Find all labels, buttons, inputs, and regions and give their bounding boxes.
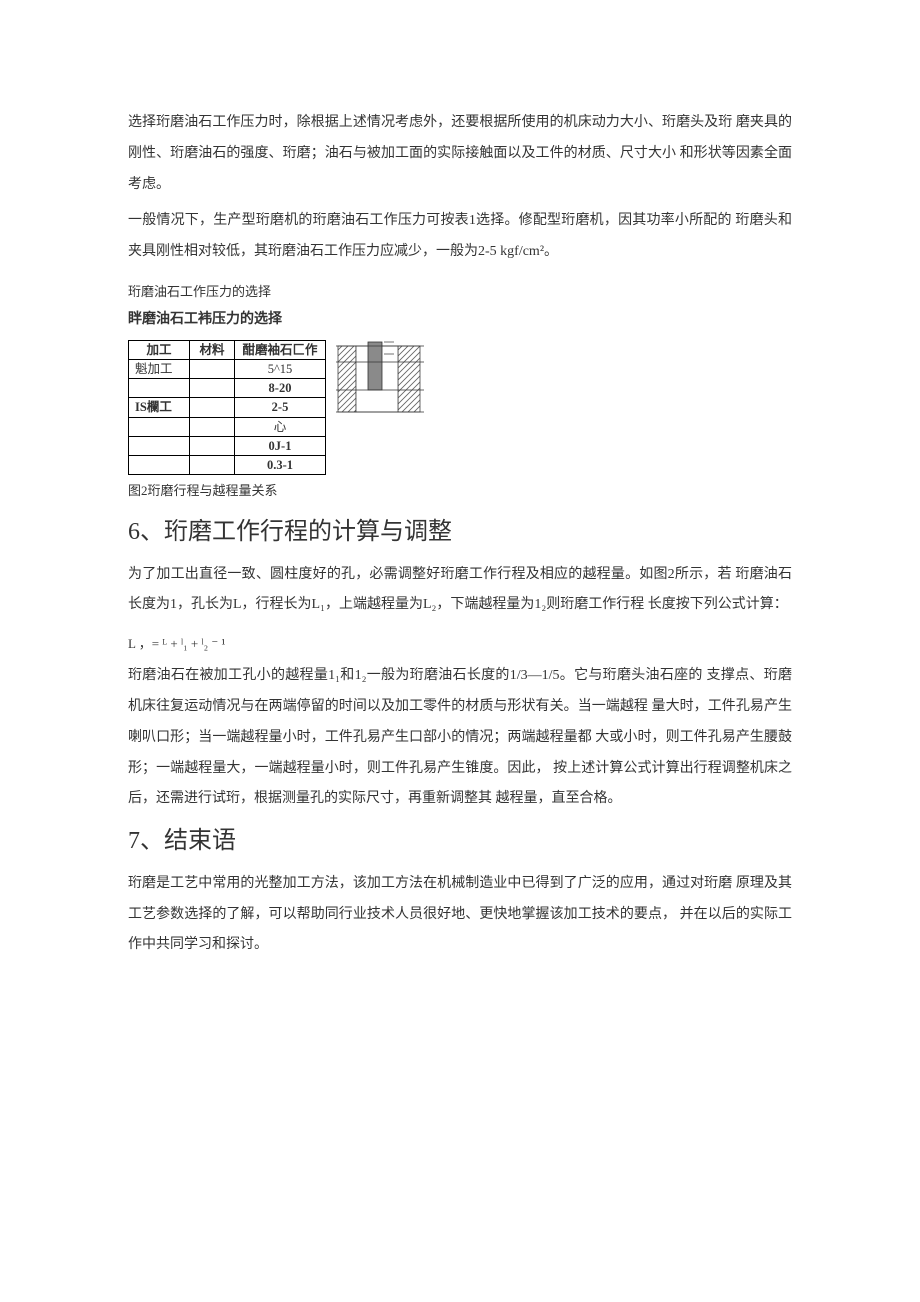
table-row: 0J-1 — [129, 436, 326, 455]
table-cell: 心 — [235, 417, 326, 436]
table-cell: IS欄工 — [129, 398, 190, 417]
section-7-paragraph-1: 珩磨是工艺中常用的光整加工方法，该加工方法在机械制造业中已得到了广泛的应用，通过… — [128, 869, 792, 961]
table-row: 0.3-1 — [129, 456, 326, 475]
table-cell: 2-5 — [235, 398, 326, 417]
table-cell — [129, 456, 190, 475]
table-cell: 0J-1 — [235, 436, 326, 455]
table-cell: 5^15 — [235, 359, 326, 378]
section-6-paragraph-1: 为了加工出直径一致、圆柱度好的孔，必需调整好珩磨工作行程及相应的越程量。如图2所… — [128, 560, 792, 622]
honing-diagram — [336, 340, 424, 418]
section-6-title: 6、珩磨工作行程的计算与调整 — [128, 516, 792, 550]
document-page: 选择珩磨油石工作压力时，除根据上述情况考虑外，还要根据所使用的机床动力大小、珩磨… — [0, 0, 920, 1047]
table-row: IS欄工 2-5 — [129, 398, 326, 417]
paragraph-2: 一般情况下，生产型珩磨机的珩磨油石工作压力可按表1选择。修配型珩磨机，因其功率小… — [128, 206, 792, 268]
table-cell: 魁加工 — [129, 359, 190, 378]
table-cell — [190, 398, 235, 417]
section-7-title: 7、结束语 — [128, 825, 792, 859]
pressure-table: 加工 材料 酣磨袖石匚作 魁加工 5^15 8-20 IS欄工 2-5 — [128, 340, 326, 476]
table-header-cell: 加工 — [129, 340, 190, 359]
formula: L ，= ᴸ + ˡ₁ + ˡ₂ ⁻ ¹ — [128, 635, 792, 653]
table-cell: 0.3-1 — [235, 456, 326, 475]
table-cell — [129, 417, 190, 436]
table-cell — [129, 379, 190, 398]
table-cell — [190, 379, 235, 398]
figure-row: 加工 材料 酣磨袖石匚作 魁加工 5^15 8-20 IS欄工 2-5 — [128, 340, 792, 476]
section-6-paragraph-2: 珩磨油石在被加工孔小的越程量1₁和1₂一般为珩磨油石长度的1/3—1/5。它与珩… — [128, 661, 792, 815]
paragraph-1: 选择珩磨油石工作压力时，除根据上述情况考虑外，还要根据所使用的机床动力大小、珩磨… — [128, 108, 792, 200]
table-row: 魁加工 5^15 — [129, 359, 326, 378]
table-title-1: 珩磨油石工作压力的选择 — [128, 282, 792, 303]
table-cell — [190, 436, 235, 455]
table-cell: 8-20 — [235, 379, 326, 398]
table-title-2: 眫磨油石工袆压力的选择 — [128, 305, 792, 336]
table-cell — [129, 436, 190, 455]
table-cell — [190, 359, 235, 378]
table-header-row: 加工 材料 酣磨袖石匚作 — [129, 340, 326, 359]
table-cell — [190, 417, 235, 436]
table-header-cell: 材料 — [190, 340, 235, 359]
table-header-cell: 酣磨袖石匚作 — [235, 340, 326, 359]
figure-caption: 图2珩磨行程与越程量关系 — [128, 477, 792, 506]
table-row: 心 — [129, 417, 326, 436]
table-row: 8-20 — [129, 379, 326, 398]
table-cell — [190, 456, 235, 475]
